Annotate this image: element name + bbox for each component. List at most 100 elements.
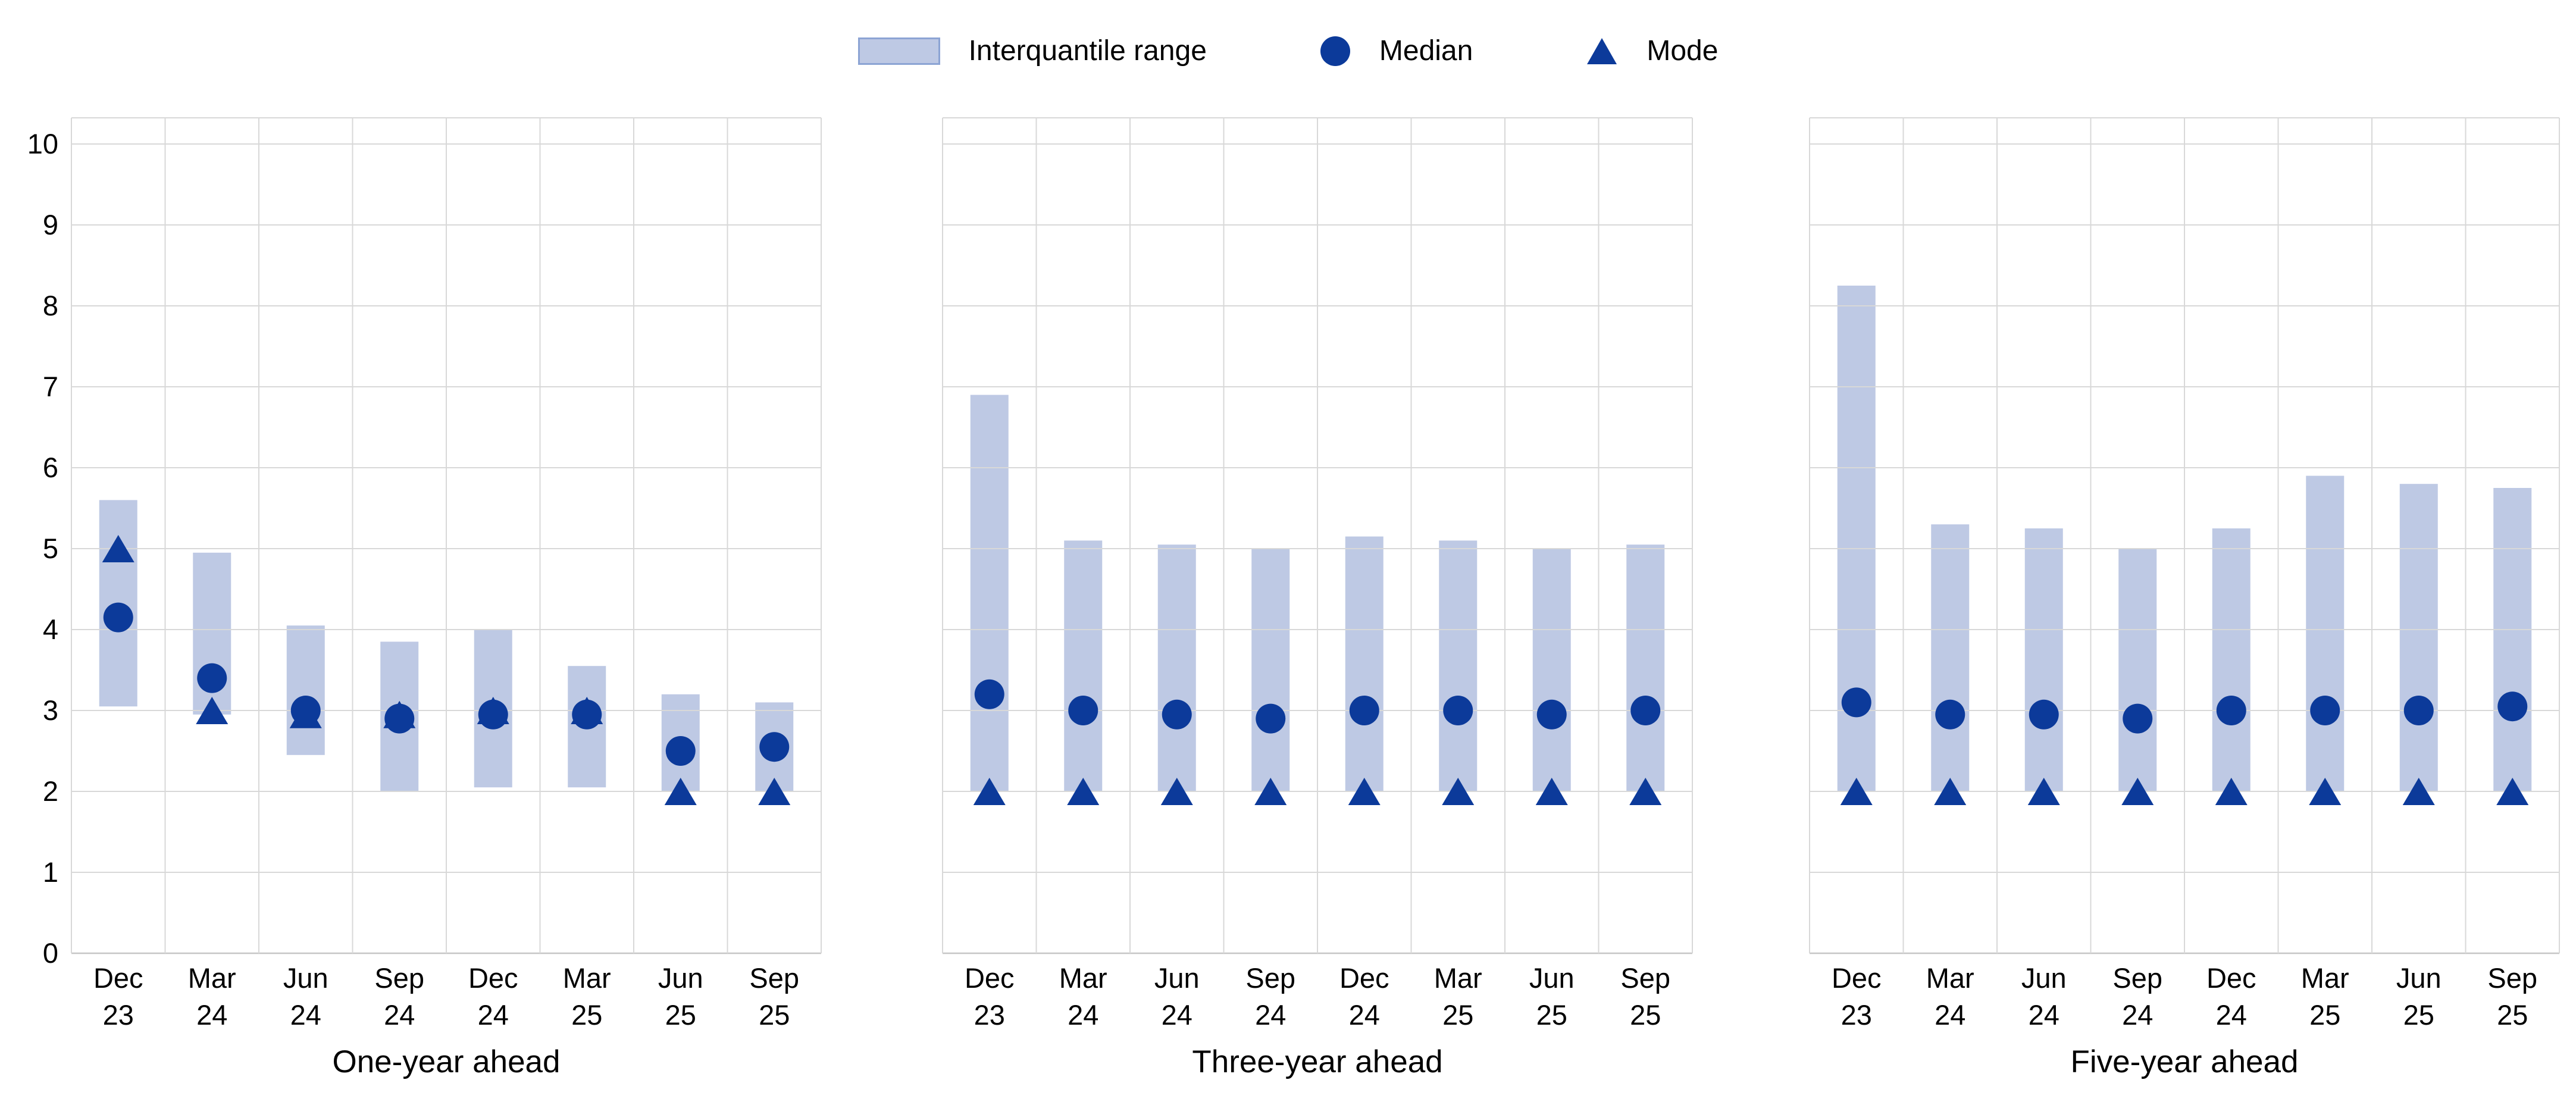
x-tick-month: Sep: [1245, 962, 1295, 994]
median-marker: [2123, 703, 2153, 734]
iqr-bar: [2024, 528, 2063, 791]
mode-marker: [1934, 778, 1967, 805]
y-tick-label: 8: [43, 290, 58, 321]
mode-triangle-icon: [1587, 38, 1617, 64]
legend-label-interquantile-range: Interquantile range: [968, 35, 1207, 67]
x-axis-title-five-year: Five-year ahead: [2070, 1044, 2299, 1079]
x-tick-month: Dec: [1832, 962, 1882, 994]
mode-marker: [1348, 778, 1381, 805]
median-marker: [1349, 696, 1379, 725]
x-tick-month: Sep: [2487, 962, 2537, 994]
x-tick-year: 24: [1935, 999, 1965, 1031]
iqr-bar: [2493, 488, 2532, 791]
panel-three-year-ahead: Dec 23 Mar 24 Jun 24 Sep 24 Dec 24 Mar 25 Jun 25 Sep 25: [942, 117, 1693, 1031]
mode-marker: [102, 535, 134, 562]
x-tick-month: Sep: [374, 962, 424, 994]
x-tick-year: 24: [196, 999, 227, 1031]
mode-marker: [2121, 778, 2154, 805]
mode-marker: [2496, 778, 2529, 805]
mode-marker: [2309, 778, 2342, 805]
x-tick-year: 24: [1349, 999, 1380, 1031]
x-tick-month: Dec: [93, 962, 143, 994]
x-tick-month: Jun: [2396, 962, 2442, 994]
x-tick-year: 25: [759, 999, 790, 1031]
iqr-bar: [1931, 524, 1970, 791]
x-tick-month: Sep: [749, 962, 799, 994]
median-marker: [1162, 699, 1192, 730]
median-marker: [197, 663, 227, 693]
mode-marker: [1629, 778, 1662, 805]
iqr-bar: [2212, 528, 2251, 791]
y-tick-label: 10: [27, 128, 58, 159]
median-marker: [1068, 696, 1098, 725]
x-tick-month: Mar: [563, 962, 611, 994]
x-tick-year: 25: [2309, 999, 2340, 1031]
x-tick-year: 24: [2122, 999, 2153, 1031]
median-marker: [478, 699, 508, 730]
mode-marker: [1535, 778, 1568, 805]
x-tick-month: Jun: [1529, 962, 1575, 994]
x-tick-year: 23: [1841, 999, 1872, 1031]
panel-five-year-ahead: Dec 23 Mar 24 Jun 24 Sep 24 Dec 24 Mar 25 Jun 25 Sep 25: [1809, 117, 2560, 1031]
mode-marker: [1840, 778, 1873, 805]
y-tick-label: 2: [43, 775, 58, 807]
y-tick-label: 6: [43, 452, 58, 483]
interquantile-range-swatch-icon: [857, 37, 940, 65]
x-tick-year: 24: [384, 999, 415, 1031]
mode-marker: [1160, 778, 1193, 805]
mode-marker: [1067, 778, 1100, 805]
iqr-bar: [1157, 544, 1196, 791]
x-tick-month: Dec: [2206, 962, 2256, 994]
mode-marker: [2402, 778, 2435, 805]
y-tick-label: 9: [43, 209, 58, 240]
iqr-bar: [970, 395, 1009, 791]
legend-item-mode: Mode: [1586, 37, 1718, 65]
median-marker: [1935, 699, 1965, 730]
iqr-bar: [1532, 549, 1571, 791]
x-tick-month: Sep: [2112, 962, 2162, 994]
legend: Interquantile range Median Mode: [0, 21, 2576, 81]
median-marker: [665, 736, 696, 766]
median-marker: [2029, 699, 2059, 730]
x-tick-year: 23: [974, 999, 1005, 1031]
x-tick-month: Dec: [1339, 962, 1389, 994]
x-tick-year: 25: [571, 999, 602, 1031]
x-tick-month: Jun: [658, 962, 703, 994]
iqr-bar: [1439, 540, 1478, 791]
iqr-bar: [1626, 544, 1665, 791]
x-tick-year: 24: [1162, 999, 1192, 1031]
median-marker: [1536, 699, 1567, 730]
median-marker: [974, 679, 1004, 709]
x-tick-year: 23: [103, 999, 134, 1031]
x-tick-year: 24: [2216, 999, 2247, 1031]
median-marker: [2216, 696, 2246, 725]
median-marker: [384, 703, 415, 734]
mode-marker: [2027, 778, 2060, 805]
x-tick-month: Mar: [1434, 962, 1482, 994]
x-tick-month: Jun: [2021, 962, 2067, 994]
iqr-bar: [1251, 549, 1290, 791]
median-circle-icon: [1320, 36, 1350, 66]
legend-item-median: Median: [1320, 36, 1473, 67]
median-marker: [759, 732, 790, 762]
mode-marker: [758, 778, 791, 805]
median-marker: [1443, 696, 1473, 725]
mode-marker: [973, 778, 1006, 805]
x-axis-title-one-year: One-year ahead: [332, 1044, 561, 1079]
y-tick-label: 5: [43, 533, 58, 564]
y-tick-label: 7: [43, 371, 58, 402]
y-tick-label: 0: [43, 937, 58, 969]
median-marker: [1256, 703, 1286, 734]
x-tick-month: Mar: [2301, 962, 2349, 994]
x-tick-month: Jun: [1154, 962, 1200, 994]
x-tick-year: 25: [1442, 999, 1473, 1031]
median-marker: [2310, 696, 2340, 725]
x-tick-year: 24: [290, 999, 321, 1031]
legend-item-interquantile-range: Interquantile range: [857, 35, 1207, 67]
iqr-bar: [1345, 536, 1384, 791]
legend-label-median: Median: [1379, 35, 1473, 67]
panel-one-year-ahead: Dec23Mar24Jun24Sep24Dec24Mar25Jun25Sep25…: [27, 117, 822, 1031]
median-marker: [1841, 687, 1871, 718]
x-axis-title-three-year: Three-year ahead: [1192, 1044, 1443, 1079]
